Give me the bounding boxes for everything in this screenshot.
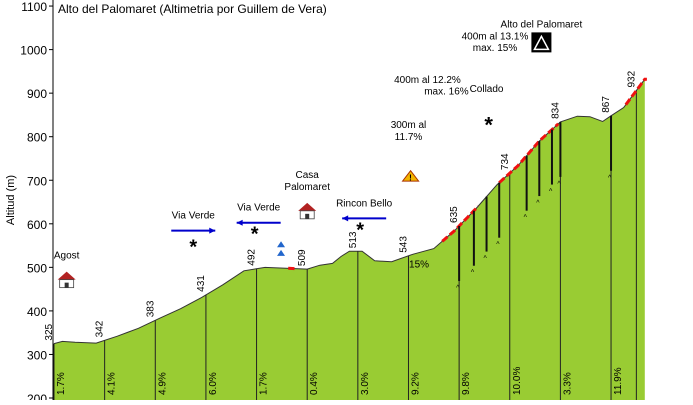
km-altitude-label: 325 — [44, 323, 55, 340]
y-tick-label: 900 — [27, 87, 47, 101]
arrow-left-head — [237, 220, 243, 226]
km-gradient-label: 4.1% — [107, 372, 118, 395]
y-tick-label: 300 — [27, 348, 47, 362]
km-gradient-label: 4.9% — [157, 372, 168, 395]
km-altitude-label: 342 — [95, 320, 106, 337]
annotation-label: Via Verde — [237, 203, 281, 214]
annotation-label: Collado — [470, 84, 504, 95]
km-altitude-label: 431 — [196, 275, 207, 292]
annotation-label: max. 15% — [473, 43, 518, 54]
annotation-label: Agost — [54, 251, 80, 262]
km-gradient-label: 3.3% — [562, 372, 573, 395]
km-altitude-label: 932 — [626, 70, 637, 87]
asterisk-icon: * — [251, 224, 259, 246]
km-altitude-label: 543 — [398, 236, 409, 253]
annotation-label: Casa — [296, 170, 320, 181]
km-altitude-label: 834 — [550, 102, 561, 119]
annotation-label: Alto del Palomaret — [501, 19, 583, 30]
y-tick-label: 1100 — [21, 0, 47, 14]
km-gradient-label: 11.9% — [613, 367, 624, 395]
asterisk-icon: * — [189, 237, 197, 259]
annotation-label: max. 16% — [424, 86, 469, 97]
y-tick-label: 200 — [27, 392, 47, 400]
asterisk-icon: * — [356, 219, 364, 241]
km-altitude-label: 492 — [247, 249, 258, 266]
y-tick-label: 1000 — [20, 44, 47, 58]
km-altitude-label: 383 — [145, 300, 156, 317]
annotation-label: 11.7% — [395, 132, 423, 143]
km-altitude-label: 635 — [449, 206, 460, 223]
y-tick-label: 400 — [27, 305, 47, 319]
arrow-right-head — [209, 228, 215, 234]
annotation-label: 15% — [409, 259, 429, 270]
arrow-left-head — [342, 215, 348, 221]
house-icon — [58, 272, 76, 280]
km-gradient-label: 6.0% — [208, 372, 219, 395]
km-gradient-label: 1.7% — [56, 372, 67, 395]
y-tick-label: 700 — [27, 174, 47, 188]
km-altitude-label: 509 — [297, 249, 308, 266]
km-gradient-label: 9.2% — [410, 372, 421, 395]
y-axis-label: Altitud (m) — [5, 175, 17, 225]
annotation-label: Via Verde — [172, 211, 216, 222]
annotation-label: 400m al 12.2% — [394, 75, 461, 86]
km-gradient-label: 0.4% — [309, 372, 320, 395]
chart-title: Alto del Palomaret (Altimetria por Guill… — [58, 2, 327, 16]
annotation-label: 400m al 13.1% — [462, 32, 529, 43]
house-icon-door — [65, 283, 69, 288]
y-tick-label: 800 — [27, 131, 47, 145]
km-gradient-label: 9.8% — [461, 372, 472, 395]
wave-icon — [277, 241, 285, 256]
annotation-label: Rincon Bello — [336, 198, 393, 209]
annotation-label: Palomaret — [284, 182, 330, 193]
km-gradient-label: 1.7% — [259, 372, 270, 395]
house-icon — [298, 203, 316, 211]
warning-icon-mark: ! — [409, 173, 412, 182]
house-icon-door — [305, 214, 309, 219]
km-altitude-label: 867 — [601, 96, 612, 113]
km-gradient-label: 3.0% — [360, 372, 371, 395]
annotation-label: 300m al — [391, 120, 427, 131]
asterisk-icon: * — [484, 112, 493, 137]
y-tick-label: 500 — [27, 261, 47, 275]
km-gradient-label: 10.0% — [512, 367, 523, 395]
km-altitude-label: 734 — [500, 153, 511, 170]
y-tick-label: 600 — [27, 218, 47, 232]
